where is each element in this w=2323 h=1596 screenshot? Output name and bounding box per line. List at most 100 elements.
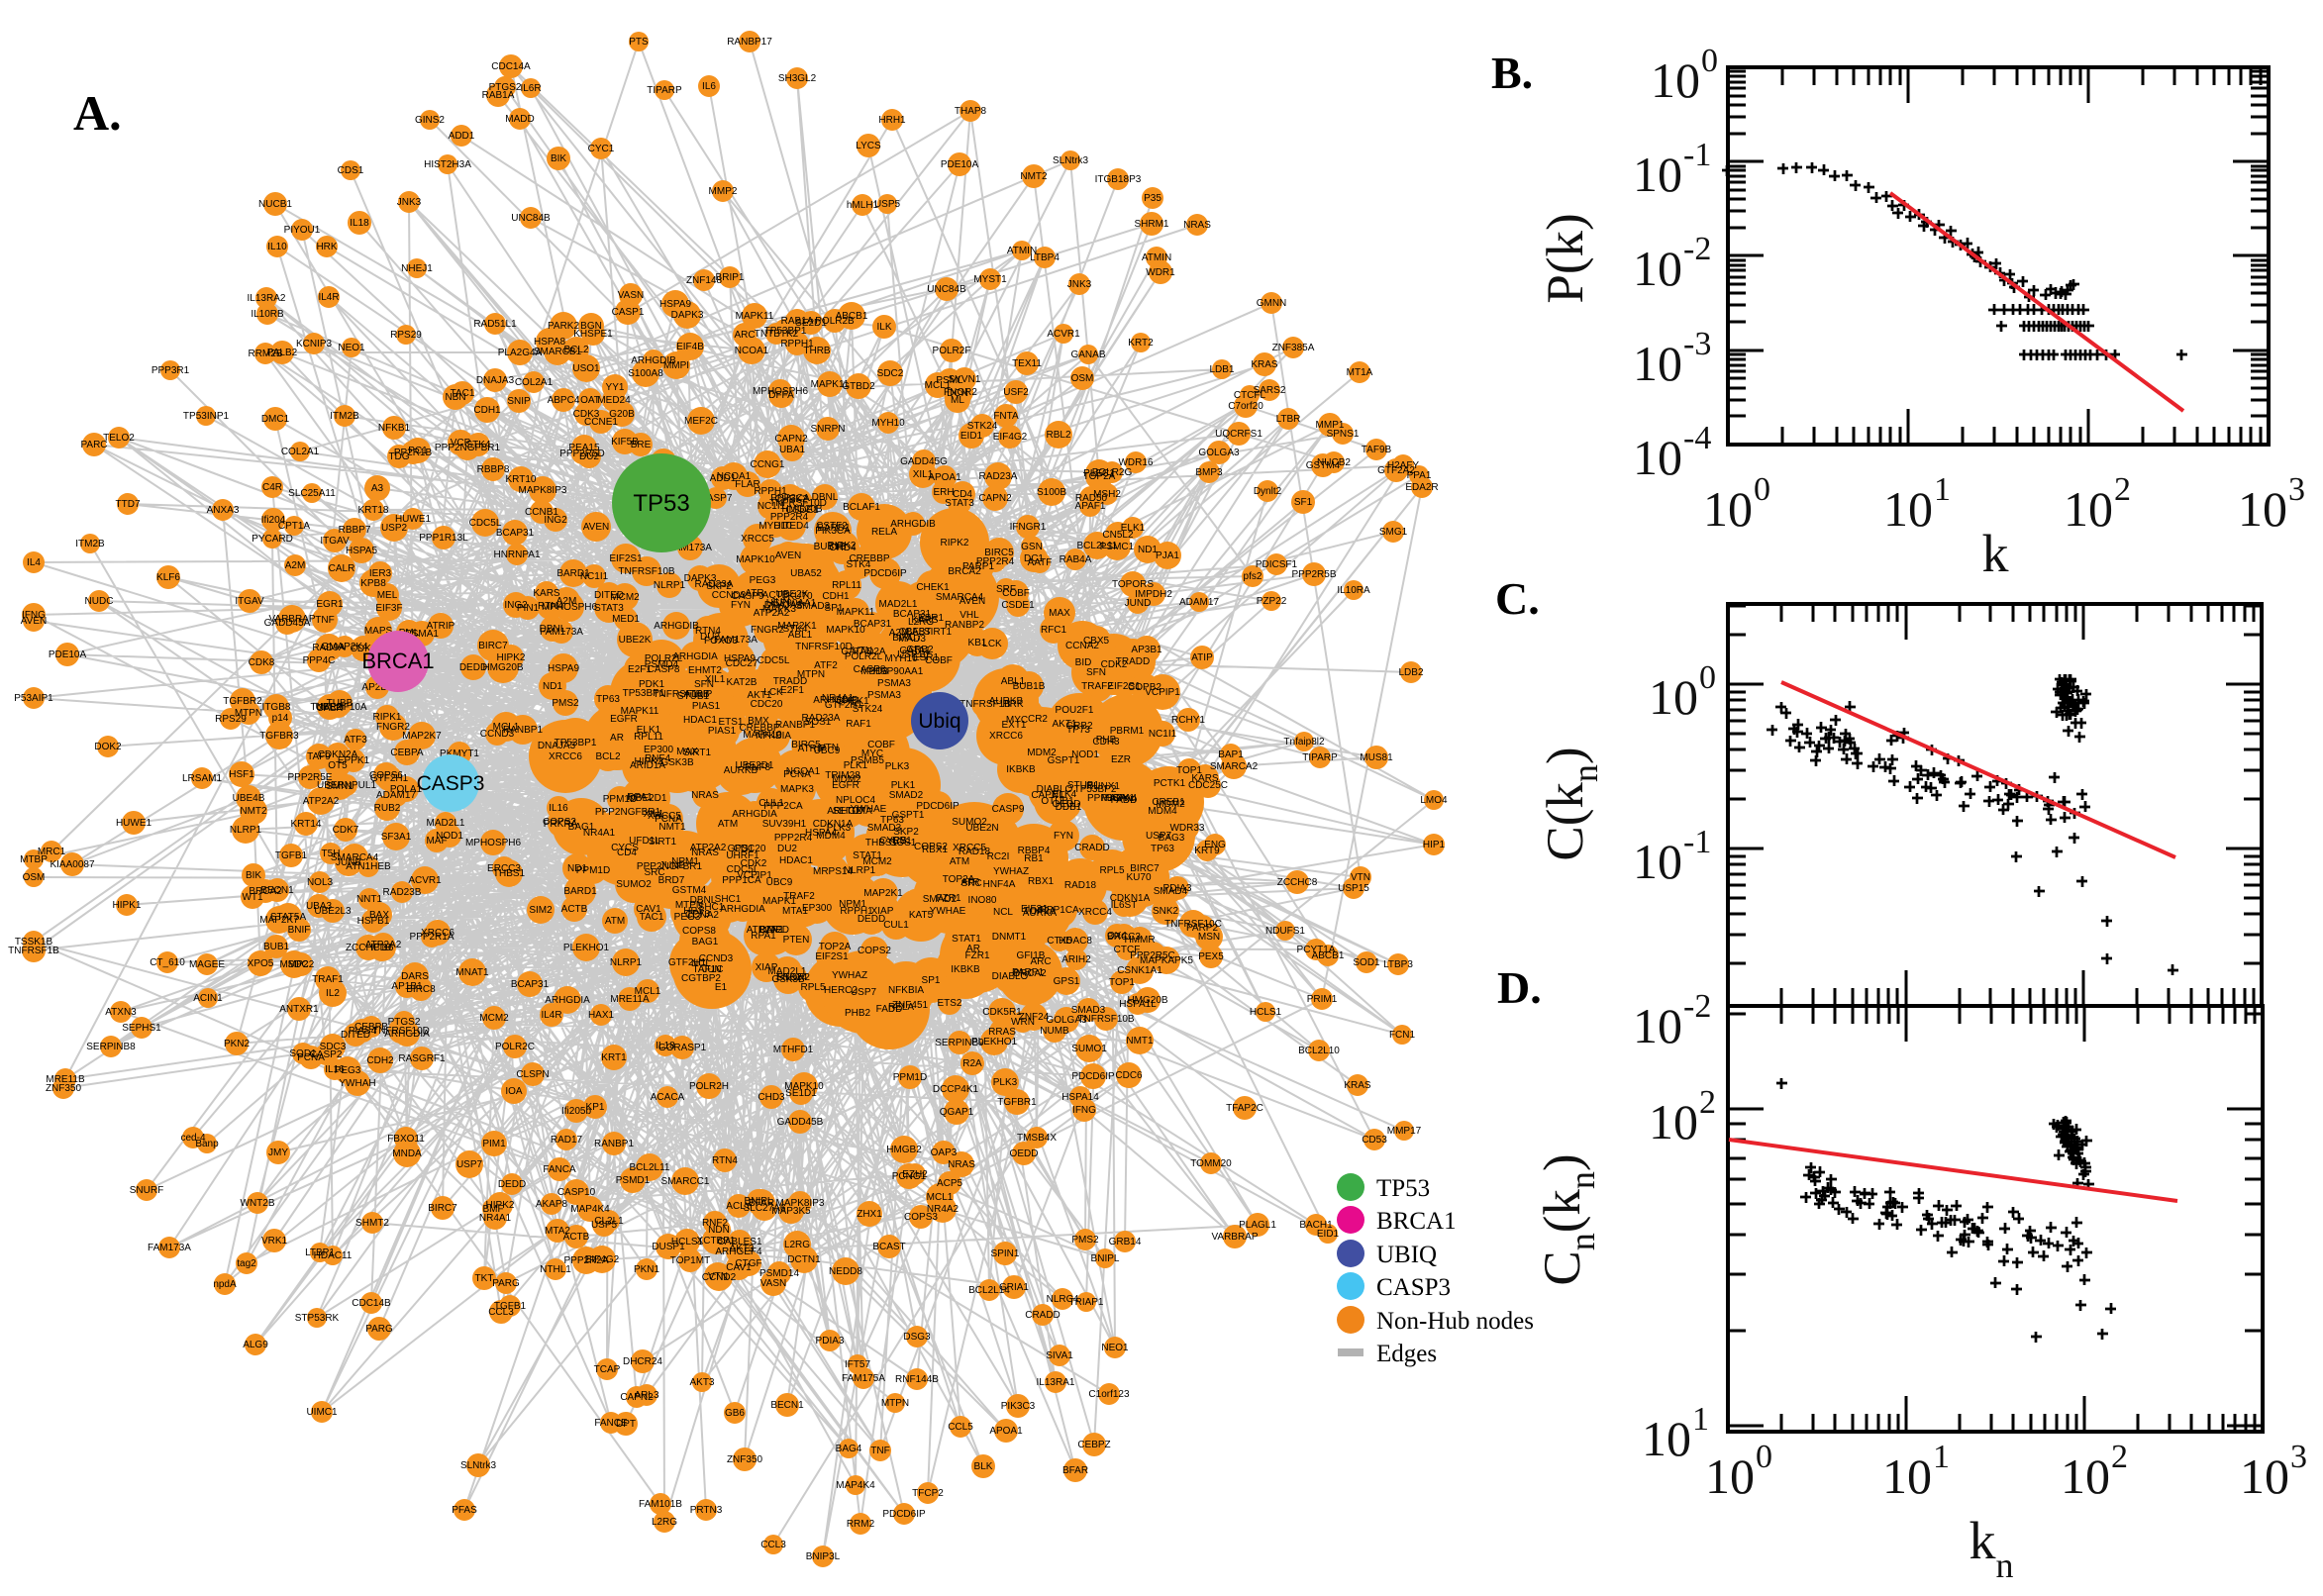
- svg-text:TMSB4X: TMSB4X: [1017, 1133, 1057, 1144]
- svg-text:ANTXR1: ANTXR1: [279, 1004, 319, 1015]
- svg-text:CAPN1: CAPN1: [1031, 790, 1064, 801]
- svg-text:CASP3: CASP3: [417, 772, 485, 795]
- svg-text:SOS1: SOS1: [890, 838, 917, 848]
- svg-text:TGFBR3: TGFBR3: [259, 731, 299, 742]
- svg-text:PTGS2: PTGS2: [489, 82, 522, 93]
- svg-text:RAB4A: RAB4A: [1060, 554, 1092, 565]
- svg-text:LRSAM1: LRSAM1: [182, 773, 222, 784]
- svg-text:EIF4G2: EIF4G2: [585, 1254, 620, 1265]
- svg-text:TOP2A: TOP2A: [943, 874, 975, 885]
- svg-text:BAX: BAX: [369, 910, 389, 921]
- svg-text:BAG1: BAG1: [692, 937, 719, 948]
- svg-text:ADD1: ADD1: [449, 131, 475, 142]
- svg-text:Non-Hub nodes: Non-Hub nodes: [1376, 1308, 1534, 1335]
- svg-text:RTN4: RTN4: [538, 601, 563, 612]
- svg-text:TOP1MT: TOP1MT: [670, 1255, 710, 1266]
- svg-text:SHC1: SHC1: [698, 902, 725, 913]
- svg-text:AURKB: AURKB: [724, 765, 758, 776]
- svg-text:HSPB1: HSPB1: [357, 916, 390, 927]
- svg-text:BCL2: BCL2: [563, 345, 588, 355]
- svg-text:SIM2: SIM2: [529, 905, 553, 916]
- svg-text:CALR: CALR: [317, 703, 344, 714]
- svg-text:LDB1: LDB1: [1209, 364, 1234, 375]
- svg-text:COBF: COBF: [925, 655, 953, 666]
- svg-text:L2RG: L2RG: [908, 617, 934, 628]
- svg-text:KIF5B: KIF5B: [611, 437, 639, 448]
- svg-text:ZCCHC8: ZCCHC8: [1277, 877, 1318, 888]
- svg-text:PLEC1: PLEC1: [1083, 468, 1115, 479]
- svg-text:PSMD4: PSMD4: [645, 659, 679, 670]
- svg-text:RPL11: RPL11: [832, 580, 861, 591]
- svg-text:BECN1: BECN1: [770, 1400, 804, 1411]
- svg-text:ARHGDIA: ARHGDIA: [827, 806, 872, 817]
- svg-text:SIVA1: SIVA1: [1046, 1350, 1073, 1361]
- svg-text:CDC5L: CDC5L: [469, 518, 502, 529]
- svg-text:HIST2H3A: HIST2H3A: [424, 159, 471, 170]
- svg-text:UFD1L: UFD1L: [629, 836, 660, 847]
- svg-text:PPP4C: PPP4C: [303, 655, 336, 666]
- svg-text:STUB1: STUB1: [1067, 780, 1100, 791]
- svg-text:BGN: BGN: [580, 321, 602, 332]
- svg-text:PDCD6IP: PDCD6IP: [916, 801, 960, 812]
- svg-text:CD4: CD4: [953, 489, 972, 500]
- svg-text:NC1I1: NC1I1: [1149, 729, 1177, 740]
- svg-text:COPS2: COPS2: [543, 817, 576, 828]
- svg-text:MEL: MEL: [377, 590, 398, 601]
- svg-text:S100A8: S100A8: [628, 368, 663, 379]
- svg-text:UHRF1: UHRF1: [726, 850, 759, 861]
- svg-text:BCL2L11: BCL2L11: [630, 1162, 670, 1173]
- svg-text:VASN: VASN: [760, 1278, 787, 1289]
- svg-text:KRAS: KRAS: [1344, 1080, 1371, 1091]
- svg-text:TP53: TP53: [633, 490, 689, 517]
- svg-text:CASP2: CASP2: [310, 1049, 343, 1060]
- svg-text:CYC1: CYC1: [588, 144, 615, 154]
- svg-text:PLK1: PLK1: [844, 760, 868, 771]
- svg-text:EGR1: EGR1: [316, 599, 344, 610]
- svg-text:MAPKAPK5: MAPKAPK5: [1140, 955, 1193, 966]
- svg-text:KRAS: KRAS: [1251, 359, 1278, 370]
- svg-text:ACP5: ACP5: [937, 1178, 963, 1189]
- svg-text:ETS1: ETS1: [718, 717, 743, 728]
- svg-text:MAX: MAX: [676, 747, 698, 757]
- svg-text:VTN: VTN: [708, 1271, 728, 1282]
- svg-text:ZCCHC10: ZCCHC10: [346, 943, 392, 953]
- svg-text:PDK1: PDK1: [639, 679, 665, 690]
- svg-text:NEDD8: NEDD8: [829, 1266, 862, 1277]
- svg-text:k: k: [1982, 524, 2009, 583]
- svg-text:TUBB: TUBB: [327, 698, 354, 709]
- svg-text:IL6ST: IL6ST: [1111, 900, 1138, 911]
- svg-text:CDH2: CDH2: [366, 1055, 394, 1066]
- svg-text:BCL2L14: BCL2L14: [968, 1285, 1010, 1296]
- svg-text:SPIN1: SPIN1: [991, 1248, 1020, 1259]
- svg-text:UBC9: UBC9: [814, 746, 841, 756]
- svg-text:RANBP1: RANBP1: [594, 1139, 634, 1149]
- svg-text:3: 3: [2290, 1439, 2307, 1475]
- svg-text:CN5L2: CN5L2: [1102, 530, 1134, 541]
- svg-text:GRB14: GRB14: [1109, 1237, 1142, 1247]
- svg-text:DNMT1: DNMT1: [992, 932, 1027, 943]
- svg-text:MRPS14: MRPS14: [813, 866, 853, 877]
- svg-text:MAF: MAF: [426, 836, 447, 847]
- svg-text:MED1: MED1: [612, 614, 640, 625]
- svg-text:MAPK1: MAPK1: [1101, 793, 1135, 804]
- svg-text:RPS29: RPS29: [390, 330, 422, 341]
- svg-text:BECN1: BECN1: [260, 885, 294, 896]
- svg-text:SH3GL2: SH3GL2: [778, 73, 817, 84]
- svg-text:UBA1: UBA1: [779, 445, 806, 455]
- svg-text:TP63: TP63: [596, 694, 620, 705]
- svg-text:RB1: RB1: [1024, 853, 1044, 864]
- svg-text:SLC27A6: SLC27A6: [744, 1203, 786, 1214]
- svg-text:KAT5: KAT5: [909, 910, 934, 921]
- svg-text:THAP8: THAP8: [955, 106, 987, 117]
- svg-text:KRT18: KRT18: [358, 505, 389, 516]
- svg-text:-2: -2: [1683, 231, 1711, 267]
- svg-text:DDB1: DDB1: [1056, 802, 1082, 813]
- svg-text:USP7: USP7: [851, 987, 877, 998]
- svg-text:FADD: FADD: [876, 1004, 903, 1015]
- svg-text:QGAP1: QGAP1: [940, 1107, 974, 1118]
- svg-text:HDAC11: HDAC11: [314, 1250, 353, 1261]
- svg-text:RBX1: RBX1: [1028, 876, 1055, 887]
- svg-text:JUND: JUND: [1125, 598, 1152, 609]
- svg-text:NR4A1: NR4A1: [583, 828, 616, 839]
- svg-text:TIPARP: TIPARP: [1302, 752, 1338, 763]
